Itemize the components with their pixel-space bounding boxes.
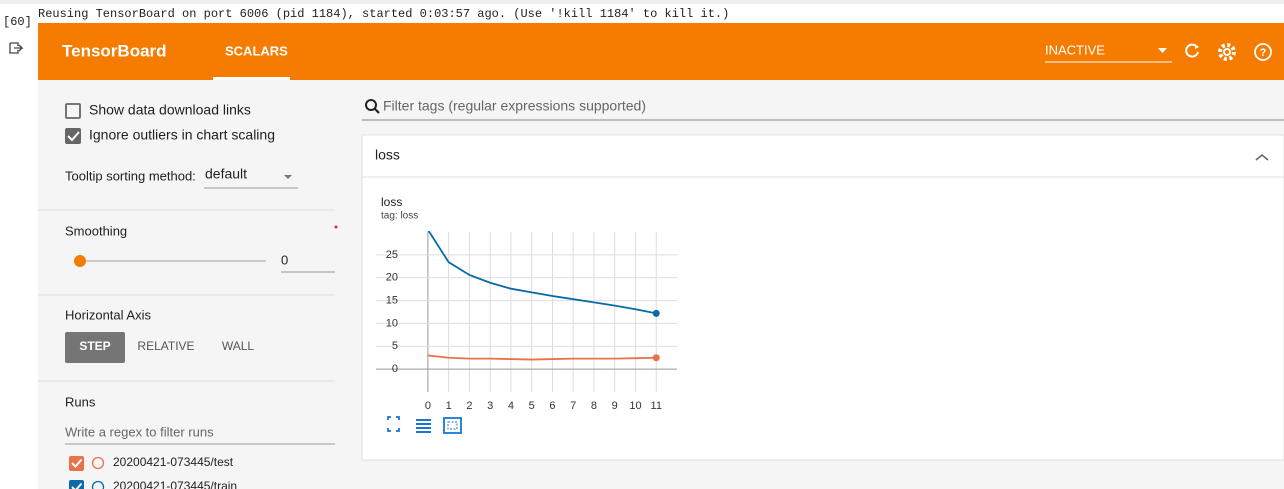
runs-filter[interactable]: Write a regex to filter runs xyxy=(65,424,214,439)
indicator-dot xyxy=(334,225,338,229)
sidebar xyxy=(38,80,350,489)
x-tick-label: 0 xyxy=(425,400,431,412)
x-tick-label: 7 xyxy=(570,400,576,412)
x-tick-label: 8 xyxy=(591,400,597,412)
y-tick-label: 20 xyxy=(386,272,398,284)
cell-border xyxy=(0,0,1284,4)
y-tick-label: 0 xyxy=(392,363,398,375)
x-tick-label: 6 xyxy=(549,400,555,412)
x-tick-label: 1 xyxy=(446,400,452,412)
x-tick-label: 3 xyxy=(487,400,493,412)
x-tick-label: 9 xyxy=(612,400,618,412)
chart-title: loss xyxy=(381,195,402,209)
series-line xyxy=(427,231,657,315)
smoothing-input[interactable]: 0 xyxy=(281,252,288,267)
y-tick-label: 5 xyxy=(392,340,398,352)
tab-indicator xyxy=(213,77,290,80)
group-title: loss xyxy=(375,147,400,163)
axis-option-selected[interactable] xyxy=(65,332,125,363)
x-tick-label: 10 xyxy=(629,400,641,412)
series-line xyxy=(427,354,657,361)
cell-prompt: [60] xyxy=(3,15,32,29)
last-point xyxy=(652,354,660,362)
y-tick-label: 10 xyxy=(386,317,398,329)
tooltip-select[interactable]: default xyxy=(205,166,247,182)
log-scale-button[interactable] xyxy=(416,419,431,433)
reload-button[interactable] xyxy=(1185,43,1199,58)
tag-filter[interactable]: Filter tags (regular expressions support… xyxy=(383,98,646,114)
checkbox-label: Ignore outliers in chart scaling xyxy=(89,127,275,143)
checkbox-checked[interactable] xyxy=(65,128,81,144)
chart-subtitle: tag: loss xyxy=(381,211,418,222)
reload-arrow xyxy=(1195,44,1199,49)
settings-hole xyxy=(1225,50,1229,54)
y-tick-label: 25 xyxy=(386,249,398,261)
check xyxy=(71,458,83,468)
tab[interactable]: SCALARS xyxy=(225,43,288,58)
run-name: 20200421-073445/train xyxy=(113,479,237,489)
checkbox[interactable] xyxy=(65,103,81,119)
help-mark: ? xyxy=(1260,47,1267,59)
collapse-button[interactable] xyxy=(1255,154,1269,161)
output-icon xyxy=(9,42,24,54)
search-icon xyxy=(365,99,377,111)
help-button[interactable] xyxy=(1254,43,1272,61)
card xyxy=(361,134,1284,461)
axis-option[interactable]: STEP xyxy=(79,339,110,353)
check xyxy=(67,131,80,142)
x-tick-label: 2 xyxy=(466,400,472,412)
fit-domain-inner xyxy=(447,421,458,430)
smoothing-label: Smoothing xyxy=(65,223,127,238)
fit-domain-button[interactable] xyxy=(443,417,462,434)
tooltip-label: Tooltip sorting method: xyxy=(65,168,196,183)
search-handle xyxy=(373,107,380,114)
chart: 0 1 2 3 4 5 6 7 8 9 10 11 0 5 10 15 20 25 xyxy=(376,231,677,412)
run-status[interactable]: INACTIVE xyxy=(1045,42,1105,57)
select-arrow xyxy=(284,175,292,179)
slider-thumb[interactable] xyxy=(74,255,86,267)
run-checkbox[interactable] xyxy=(69,456,84,471)
fullscreen-button[interactable] xyxy=(387,416,400,432)
run-color xyxy=(91,456,105,470)
x-tick-label: 11 xyxy=(651,400,662,412)
runs-list: 20200421-073445/test 20200421-073445/trai… xyxy=(69,455,237,489)
axis-label: Horizontal Axis xyxy=(65,307,151,322)
settings-button[interactable] xyxy=(1218,43,1236,61)
dropdown-arrow[interactable] xyxy=(1158,48,1167,53)
y-tick-label: 15 xyxy=(386,294,398,306)
run-color xyxy=(91,480,105,489)
cell-output: Reusing TensorBoard on port 6006 (pid 11… xyxy=(38,7,729,21)
runs-label: Runs xyxy=(65,394,96,409)
axis-option[interactable]: RELATIVE xyxy=(137,339,194,353)
run-name: 20200421-073445/test xyxy=(113,455,234,469)
last-point xyxy=(652,309,660,317)
x-tick-label: 4 xyxy=(508,400,514,412)
checkbox-label: Show data download links xyxy=(89,102,251,118)
x-tick-label: 5 xyxy=(529,400,535,412)
axis-option[interactable]: WALL xyxy=(222,339,255,353)
app-title: TensorBoard xyxy=(62,41,167,60)
check xyxy=(71,482,83,489)
header xyxy=(38,23,1284,80)
